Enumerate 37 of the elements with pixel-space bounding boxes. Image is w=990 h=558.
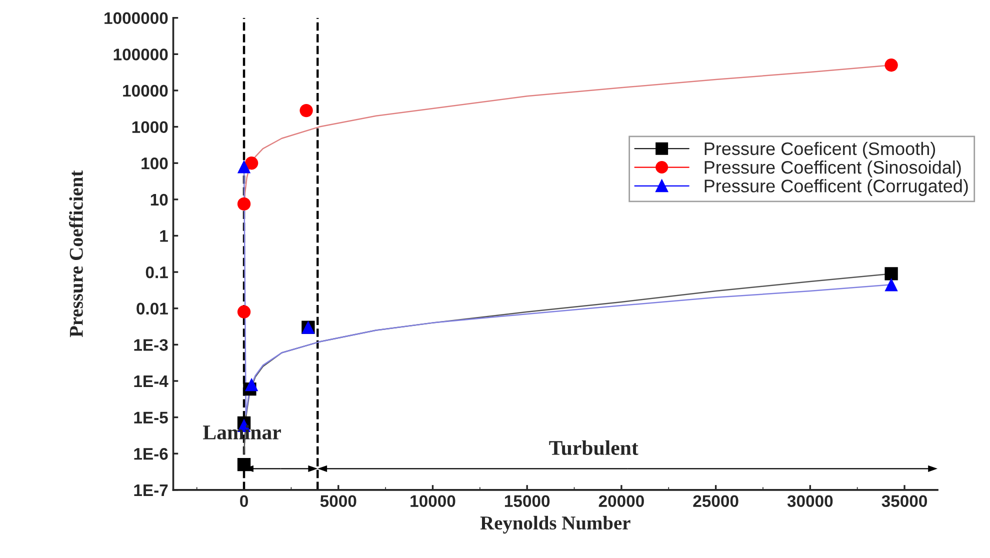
y-tick-label: 1E-5 xyxy=(134,412,168,424)
y-tick-label: 1000 xyxy=(132,121,168,133)
y-tick-label: 10 xyxy=(150,194,168,206)
x-tick-label: 10000 xyxy=(410,495,456,508)
y-tick-label: 1E-7 xyxy=(134,484,168,496)
point xyxy=(237,160,251,174)
point xyxy=(884,278,898,292)
y-tick-label: 1E-6 xyxy=(134,448,168,460)
x-axis-title: Reynolds Number xyxy=(480,516,630,534)
point xyxy=(237,197,251,211)
x-tick-label: 15000 xyxy=(504,495,550,508)
y-tick-label: 1E-3 xyxy=(134,339,168,351)
point xyxy=(884,58,898,72)
point xyxy=(244,378,258,392)
x-tick-label: 35000 xyxy=(882,495,927,508)
y-tick-label: 1E-4 xyxy=(134,376,168,388)
point xyxy=(237,305,251,318)
y-tick-label: 0.1 xyxy=(146,266,168,278)
legend-label: Pressure Coeficent (Smooth) xyxy=(704,142,936,159)
point xyxy=(244,156,258,170)
x-tick-label: 20000 xyxy=(598,495,644,508)
y-axis-title: Pressure Coefficient xyxy=(69,170,83,338)
x-tick-label: 30000 xyxy=(787,495,833,508)
point xyxy=(300,104,313,118)
y-tick-label: 10000 xyxy=(123,84,168,97)
point xyxy=(884,267,898,280)
x-tick-label: 0 xyxy=(240,495,248,508)
y-tick-label: 1 xyxy=(160,230,168,242)
y-tick-label: 0.01 xyxy=(136,302,168,315)
y-tick-label: 100 xyxy=(142,158,168,170)
x-tick-label: 25000 xyxy=(693,495,738,508)
y-tick-label: 100000 xyxy=(114,48,168,60)
annotation: Turbulent xyxy=(549,440,638,456)
legend-label: Pressure Coefficent (Sinosoidal) xyxy=(704,160,961,178)
legend-label: Pressure Coefficent (Corrugated) xyxy=(704,179,968,196)
x-tick-label: 5000 xyxy=(320,495,356,508)
y-tick-label: 1000000 xyxy=(104,12,168,24)
